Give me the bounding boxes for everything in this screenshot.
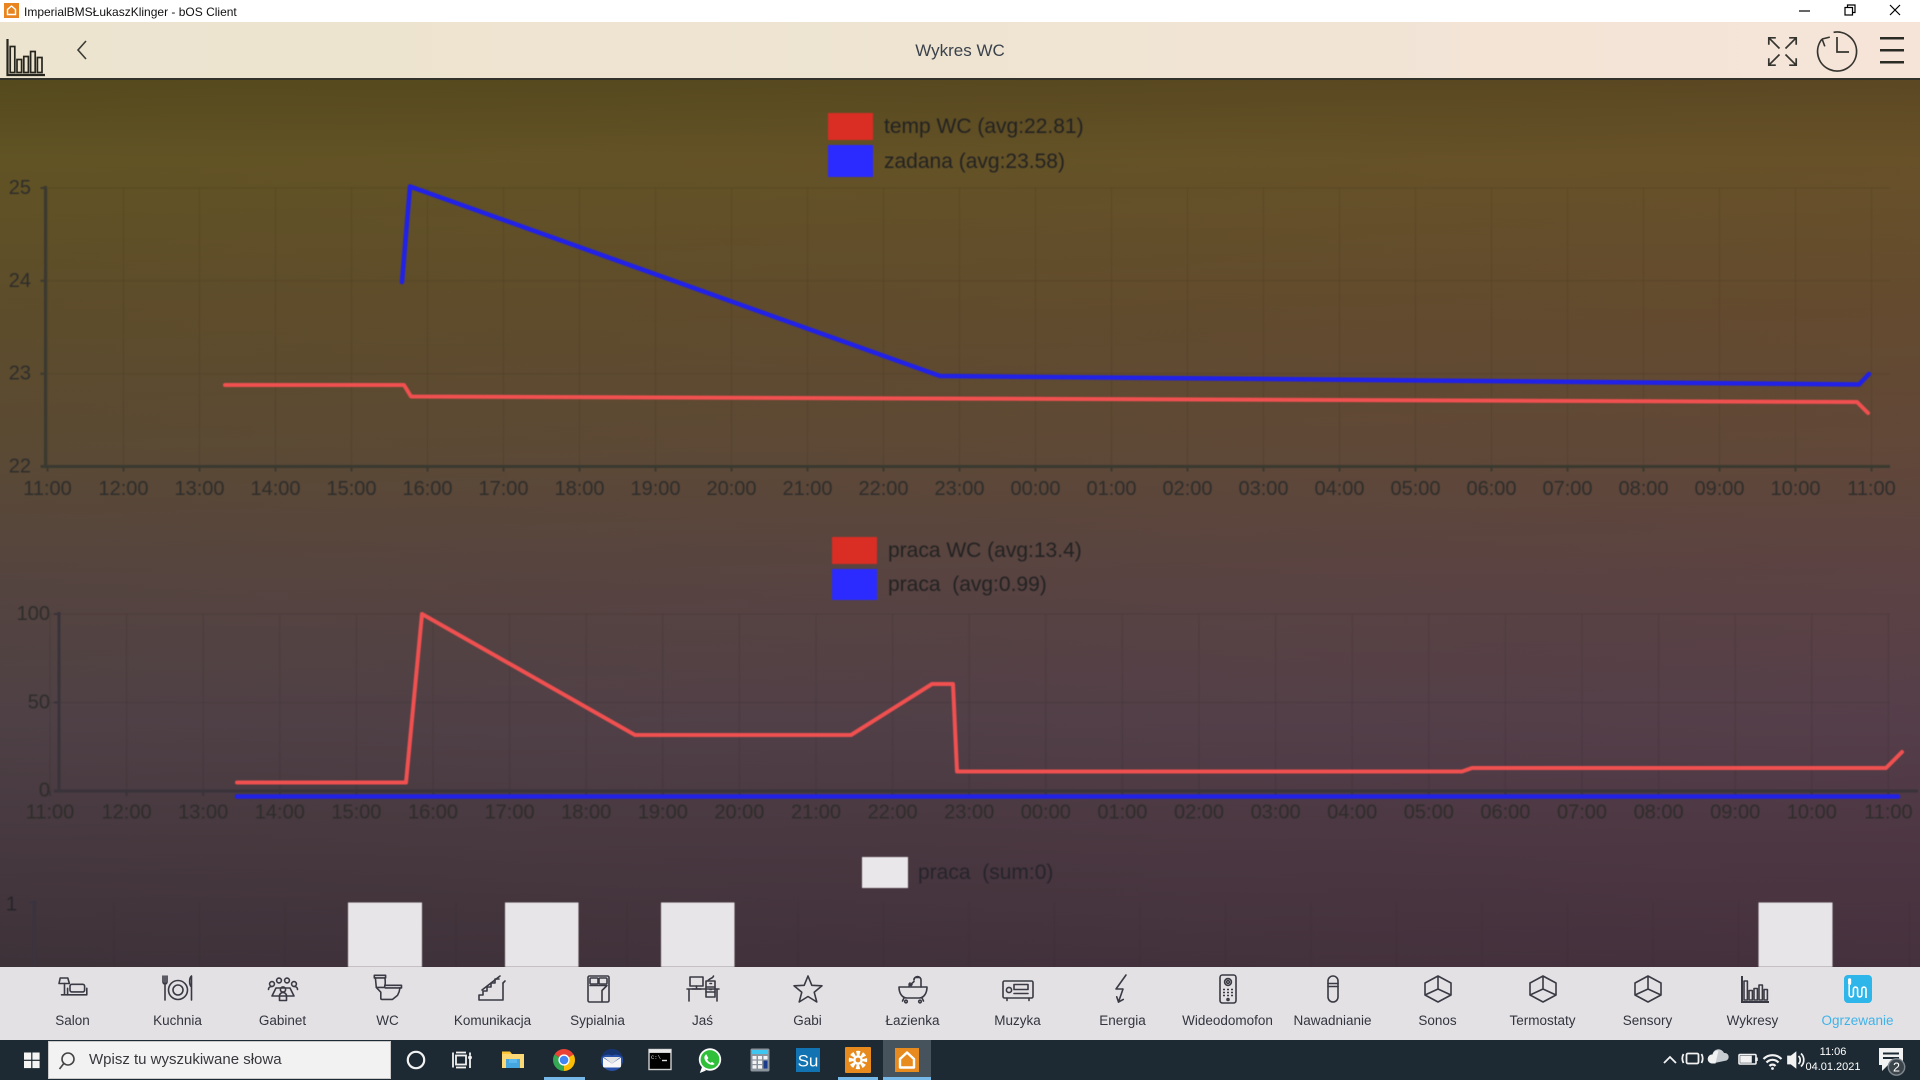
svg-text:00:00: 00:00 — [1021, 802, 1071, 824]
svg-text:05:00: 05:00 — [1390, 478, 1440, 500]
svg-text:04:00: 04:00 — [1314, 478, 1364, 500]
svg-text:0: 0 — [39, 780, 50, 802]
svg-text:13:00: 13:00 — [174, 478, 224, 500]
svg-text:21:00: 21:00 — [782, 478, 832, 500]
svg-text:11:00: 11:00 — [1864, 802, 1913, 824]
svg-text:13:00: 13:00 — [178, 802, 228, 824]
svg-text:21:00: 21:00 — [791, 802, 841, 824]
svg-text:100: 100 — [17, 603, 50, 625]
svg-text:C:\: C:\ — [651, 1054, 661, 1061]
svg-text:07:00: 07:00 — [1557, 802, 1607, 824]
svg-text:24: 24 — [9, 270, 31, 292]
svg-text:14:00: 14:00 — [250, 478, 300, 500]
svg-text:17:00: 17:00 — [478, 478, 528, 500]
svg-text:19:00: 19:00 — [630, 478, 680, 500]
svg-text:18:00: 18:00 — [561, 802, 611, 824]
svg-text:01:00: 01:00 — [1086, 478, 1136, 500]
svg-text:02:00: 02:00 — [1174, 802, 1224, 824]
svg-text:03:00: 03:00 — [1251, 802, 1301, 824]
svg-text:11:00: 11:00 — [26, 802, 75, 824]
svg-text:11:00: 11:00 — [23, 478, 72, 500]
svg-text:20:00: 20:00 — [706, 478, 756, 500]
svg-text:03:00: 03:00 — [1238, 478, 1288, 500]
svg-text:09:00: 09:00 — [1694, 478, 1744, 500]
svg-text:08:00: 08:00 — [1618, 478, 1668, 500]
svg-text:praca (sum:0): praca (sum:0) — [918, 861, 1053, 884]
svg-text:06:00: 06:00 — [1466, 478, 1516, 500]
svg-text:2: 2 — [1893, 1061, 1900, 1075]
svg-text:04:00: 04:00 — [1327, 802, 1377, 824]
svg-text:12:00: 12:00 — [102, 802, 152, 824]
svg-text:Su: Su — [798, 1052, 819, 1071]
svg-text:05:00: 05:00 — [1404, 802, 1454, 824]
svg-text:16:00: 16:00 — [402, 478, 452, 500]
svg-text:17:00: 17:00 — [485, 802, 535, 824]
svg-text:22:00: 22:00 — [868, 802, 918, 824]
svg-text:18:00: 18:00 — [554, 478, 604, 500]
svg-text:23: 23 — [9, 363, 31, 385]
svg-text:50: 50 — [28, 692, 50, 714]
svg-text:temp WC (avg:22.81): temp WC (avg:22.81) — [884, 115, 1084, 138]
svg-text:15:00: 15:00 — [331, 802, 381, 824]
svg-text:20:00: 20:00 — [714, 802, 764, 824]
svg-text:22:00: 22:00 — [858, 478, 908, 500]
svg-text:16:00: 16:00 — [408, 802, 458, 824]
svg-text:23:00: 23:00 — [934, 478, 984, 500]
svg-text:06:00: 06:00 — [1480, 802, 1530, 824]
svg-text:10:00: 10:00 — [1787, 802, 1837, 824]
svg-text:07:00: 07:00 — [1542, 478, 1592, 500]
svg-text:09:00: 09:00 — [1710, 802, 1760, 824]
svg-text:01:00: 01:00 — [1097, 802, 1147, 824]
svg-text:22: 22 — [9, 456, 31, 478]
svg-text:23:00: 23:00 — [944, 802, 994, 824]
svg-text:12:00: 12:00 — [98, 478, 148, 500]
svg-text:08:00: 08:00 — [1634, 802, 1684, 824]
svg-text:19:00: 19:00 — [638, 802, 688, 824]
svg-text:11:00: 11:00 — [1847, 478, 1896, 500]
svg-text:zadana (avg:23.58): zadana (avg:23.58) — [884, 150, 1065, 173]
svg-text:02:00: 02:00 — [1162, 478, 1212, 500]
svg-text:15:00: 15:00 — [326, 478, 376, 500]
svg-text:25: 25 — [9, 177, 31, 199]
svg-text:00:00: 00:00 — [1010, 478, 1060, 500]
svg-text:praca (avg:0.99): praca (avg:0.99) — [888, 573, 1047, 596]
svg-text:praca WC (avg:13.4): praca WC (avg:13.4) — [888, 539, 1082, 562]
svg-text:1: 1 — [6, 894, 17, 916]
svg-text:10:00: 10:00 — [1770, 478, 1820, 500]
svg-text:14:00: 14:00 — [255, 802, 305, 824]
